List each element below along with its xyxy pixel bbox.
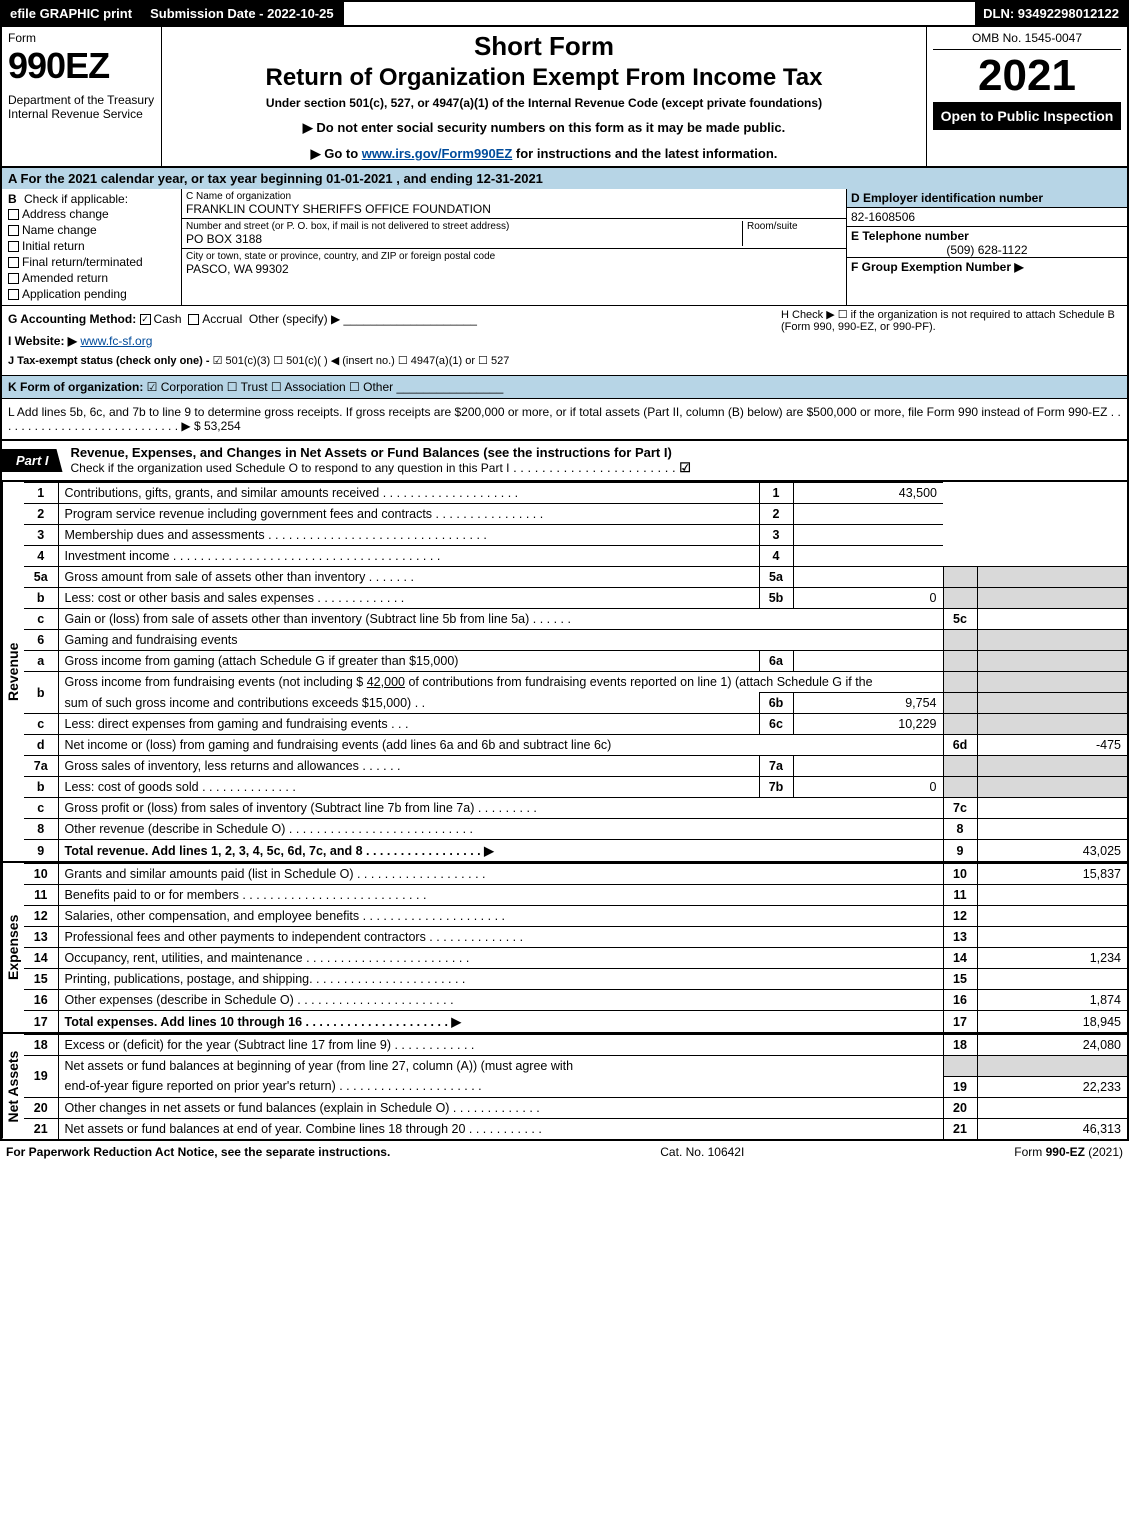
org-info-grid: BCheck if applicable: Address change Nam… (0, 189, 1129, 306)
c-street-label: Number and street (or P. O. box, if mail… (186, 221, 742, 232)
f-label: F Group Exemption Number ▶ (851, 260, 1024, 274)
revenue-section: Revenue 1Contributions, gifts, grants, a… (0, 482, 1129, 863)
efile-label: efile GRAPHIC print (2, 2, 142, 25)
org-street: PO BOX 3188 (186, 232, 742, 246)
part1-title: Revenue, Expenses, and Changes in Net As… (63, 441, 1127, 480)
expenses-label: Expenses (2, 863, 24, 1032)
submission-date: Submission Date - 2022-10-25 (142, 2, 344, 25)
g-h-i-j-section: H Check ▶ ☐ if the organization is not r… (0, 306, 1129, 376)
chk-initial[interactable]: Initial return (8, 238, 175, 254)
b-checklist: BCheck if applicable: Address change Nam… (2, 189, 182, 305)
h-box: H Check ▶ ☐ if the organization is not r… (781, 308, 1121, 333)
omb-number: OMB No. 1545-0047 (933, 31, 1121, 50)
part1-header: Part I Revenue, Expenses, and Changes in… (0, 440, 1129, 482)
d-e-f-block: D Employer identification number 82-1608… (847, 189, 1127, 305)
irs-link[interactable]: www.irs.gov/Form990EZ (362, 146, 513, 161)
chk-address[interactable]: Address change (8, 206, 175, 222)
b-label: Check if applicable: (24, 192, 128, 206)
website-link[interactable]: www.fc-sf.org (80, 334, 152, 348)
dln: DLN: 93492298012122 (975, 2, 1127, 25)
right-block: OMB No. 1545-0047 2021 Open to Public In… (927, 27, 1127, 166)
j-options: ☑ 501(c)(3) ☐ 501(c)( ) ◀ (insert no.) ☐… (213, 355, 510, 367)
form-number: 990EZ (8, 45, 155, 87)
chk-pending[interactable]: Application pending (8, 286, 175, 302)
form-id-block: Form 990EZ Department of the Treasury In… (2, 27, 162, 166)
form-word: Form (8, 31, 155, 45)
footer-mid: Cat. No. 10642I (660, 1145, 744, 1159)
c-block: C Name of organization FRANKLIN COUNTY S… (182, 189, 847, 305)
netassets-label: Net Assets (2, 1034, 24, 1139)
netassets-section: Net Assets 18Excess or (deficit) for the… (0, 1034, 1129, 1141)
footer-right: Form 990-EZ (2021) (1014, 1145, 1123, 1159)
main-title: Return of Organization Exempt From Incom… (168, 64, 920, 92)
ein-value: 82-1608506 (847, 208, 1127, 227)
k-label: K Form of organization: (8, 380, 143, 394)
revenue-label: Revenue (2, 482, 24, 861)
revenue-table: 1Contributions, gifts, grants, and simil… (24, 482, 1127, 861)
top-spacer (344, 2, 976, 25)
department: Department of the Treasury Internal Reve… (8, 93, 155, 121)
i-label: I Website: ▶ (8, 334, 77, 348)
d-label: D Employer identification number (851, 191, 1043, 205)
page-footer: For Paperwork Reduction Act Notice, see … (0, 1141, 1129, 1163)
expenses-table: 10Grants and similar amounts paid (list … (24, 863, 1127, 1032)
org-city: PASCO, WA 99302 (186, 262, 842, 276)
chk-name[interactable]: Name change (8, 222, 175, 238)
top-bar: efile GRAPHIC print Submission Date - 20… (0, 0, 1129, 27)
org-name: FRANKLIN COUNTY SHERIFFS OFFICE FOUNDATI… (186, 202, 842, 216)
l-amount: $ 53,254 (194, 419, 241, 433)
e-label: E Telephone number (851, 229, 969, 243)
title-block: Short Form Return of Organization Exempt… (162, 27, 927, 166)
k-row: K Form of organization: ☑ Corporation ☐ … (0, 376, 1129, 399)
netassets-table: 18Excess or (deficit) for the year (Subt… (24, 1034, 1127, 1139)
j-label: J Tax-exempt status (check only one) - (8, 355, 210, 367)
inspection-badge: Open to Public Inspection (933, 102, 1121, 130)
room-label: Room/suite (747, 221, 842, 232)
l-row: L Add lines 5b, 6c, and 7b to line 9 to … (0, 399, 1129, 440)
form-header: Form 990EZ Department of the Treasury In… (0, 27, 1129, 168)
phone-value: (509) 628-1122 (851, 243, 1123, 257)
part1-tab: Part I (2, 449, 63, 472)
c-name-label: C Name of organization (186, 191, 842, 202)
row-a: A For the 2021 calendar year, or tax yea… (0, 168, 1129, 189)
chk-accrual[interactable] (188, 314, 199, 325)
chk-amended[interactable]: Amended return (8, 270, 175, 286)
chk-cash[interactable]: ✓ (140, 314, 151, 325)
l-text: L Add lines 5b, 6c, and 7b to line 9 to … (8, 405, 1107, 419)
chk-final[interactable]: Final return/terminated (8, 254, 175, 270)
g-label: G Accounting Method: (8, 312, 136, 326)
short-form-title: Short Form (168, 31, 920, 62)
subtitle: Under section 501(c), 527, or 4947(a)(1)… (168, 96, 920, 110)
c-city-label: City or town, state or province, country… (186, 251, 842, 262)
expenses-section: Expenses 10Grants and similar amounts pa… (0, 863, 1129, 1034)
k-options: ☑ Corporation ☐ Trust ☐ Association ☐ Ot… (147, 380, 393, 394)
note-ssn: ▶ Do not enter social security numbers o… (168, 120, 920, 136)
part1-check: ☑ (679, 460, 691, 475)
note-link: ▶ Go to www.irs.gov/Form990EZ for instru… (168, 146, 920, 162)
tax-year: 2021 (933, 54, 1121, 98)
footer-left: For Paperwork Reduction Act Notice, see … (6, 1145, 390, 1159)
